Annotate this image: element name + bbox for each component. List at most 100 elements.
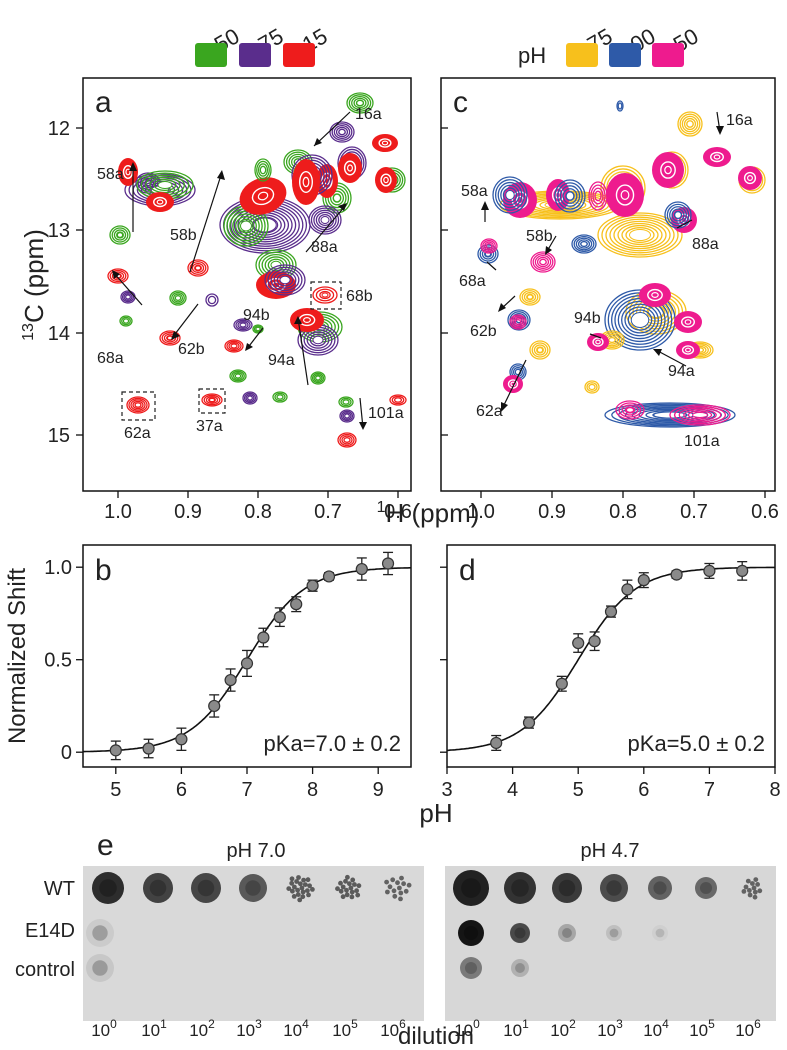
peak-a-red-5	[292, 159, 320, 205]
arrowhead-a-88a	[338, 203, 347, 211]
peak-a-58b-red-low	[187, 259, 209, 277]
plotD-point-5	[604, 605, 618, 618]
dilution-exponent: 1	[160, 1017, 167, 1031]
arrowhead-a-58a	[129, 162, 137, 171]
dilution-base: 10	[91, 1021, 110, 1040]
plotB-xtick-label-2: 7	[241, 779, 252, 801]
arrow-c-94b	[589, 333, 602, 339]
dilution-label-ph47-4: 104	[643, 1017, 669, 1040]
peak-c-101a-magenta	[669, 404, 731, 426]
peak-c-magenta-94	[639, 283, 671, 307]
plotB-xtick-label-1: 6	[176, 779, 187, 801]
dilution-label-ph47-2: 102	[550, 1017, 576, 1040]
plotD-xtick-label-4: 7	[704, 779, 715, 801]
arrow-c-68a	[486, 261, 497, 271]
label-c-68a: 68a	[459, 273, 486, 290]
xlabel-dilution: dilution	[398, 1023, 474, 1050]
panel-a-xtick-label-2: 0.9	[174, 501, 202, 523]
peak-a-62b-red	[159, 330, 181, 346]
label-a-68b: 68b	[346, 288, 373, 305]
legend-left: 5.50 6.75 9.15	[194, 23, 332, 67]
panel-e-letter: e	[97, 829, 114, 862]
dilution-label-ph47-0: 100	[454, 1017, 480, 1040]
label-c-58b: 58b	[526, 228, 553, 245]
label-c-88a: 88a	[692, 236, 719, 253]
arrow-a-62b	[171, 303, 199, 339]
label-a-94b: 94b	[243, 307, 270, 324]
arrowhead-c-58b	[545, 246, 552, 255]
dilution-base: 10	[380, 1021, 399, 1040]
spot-ph7-wt-6	[384, 875, 412, 902]
peak-a-62a-red	[126, 396, 150, 414]
panel-c-xtick-label-3: 0.8	[609, 501, 637, 523]
peak-a-green-lone	[229, 369, 247, 383]
panel-b-letter: b	[95, 554, 112, 587]
dilution-label-ph7-1: 101	[141, 1017, 167, 1040]
plotD-pka-annotation: pKa=5.0 ± 0.2	[628, 731, 765, 756]
svg-text:13C (ppm): 13C (ppm)	[19, 229, 49, 341]
dilution-base: 10	[735, 1021, 754, 1040]
label-a-94a: 94a	[268, 352, 295, 369]
arrowhead-a-94a	[294, 316, 302, 324]
arrowhead-a-62b	[171, 331, 180, 340]
dilution-exponent: 1	[522, 1017, 529, 1031]
label-c-94a: 94a	[668, 363, 695, 380]
nmr-ylabel-sup: 13	[20, 323, 37, 341]
peak-a-red-3	[338, 153, 362, 183]
peak-c-94b-magenta	[587, 333, 609, 351]
plotD-xtick-label-5: 8	[769, 779, 780, 801]
peak-c-magenta-mid	[588, 181, 608, 211]
arrow-a-16a	[313, 111, 351, 147]
peak-a-purple-68b	[264, 264, 306, 296]
peak-a-94b-purple	[233, 318, 253, 332]
peak-c-magenta-3	[652, 152, 684, 188]
label-c-101a: 101a	[684, 433, 720, 450]
peak-a-68a-purple	[120, 290, 136, 304]
label-c-62a: 62a	[476, 403, 503, 420]
panel-a-xtick-label-1: 1.0	[104, 501, 132, 523]
spot-ph47-wt-6	[741, 877, 763, 900]
label-a-37a: 37a	[196, 418, 223, 435]
plotB-point-1	[142, 742, 155, 755]
peak-a-red-94a	[290, 308, 324, 332]
plotD-xtick-label-3: 6	[638, 779, 649, 801]
spot-ph7-wt-4	[286, 875, 315, 903]
plotB-point-8	[290, 598, 303, 611]
box-a-37a	[198, 388, 226, 414]
panel-c-frame	[440, 77, 776, 492]
dilution-label-ph7-5: 105	[332, 1017, 358, 1040]
plotB-point-9	[306, 579, 319, 592]
peak-c-magenta-2	[738, 166, 762, 190]
peak-c-blue-58	[554, 179, 586, 213]
dilution-label-ph7-4: 104	[283, 1017, 309, 1040]
dilution-label-ph47-1: 101	[503, 1017, 529, 1040]
legend-right: pH 3.75 5.00 7.50	[518, 23, 703, 68]
plotD-xtick-label-2: 5	[573, 779, 584, 801]
peak-a-58b-red	[146, 192, 174, 212]
legend-right-label: pH	[518, 43, 546, 68]
spot-ph7-wt-5	[335, 874, 362, 900]
plotB-xtick-label-0: 5	[110, 779, 121, 801]
panel-c-xtick-label-5: 0.6	[751, 501, 779, 523]
spot-ph47-e14d-3	[606, 925, 622, 941]
dilution-base: 10	[503, 1021, 522, 1040]
spot-ph47-e14d-4	[652, 925, 668, 941]
panel-a-xtick-label-5: 0.6	[384, 501, 412, 523]
peak-c-62a-magenta	[503, 375, 523, 393]
spot-ph47-wt-2	[552, 873, 582, 903]
panel-a: a 12 13 14 15 1.0 0.9 0.8 0.7 0.6	[48, 77, 412, 523]
plotB-ytick-label-2: 1.0	[44, 557, 72, 579]
plate-spots	[86, 870, 763, 982]
legend-swatch-green	[195, 43, 227, 67]
peak-a-green-62b	[169, 290, 187, 306]
dilution-exponent: 0	[473, 1017, 480, 1031]
peak-a-purple-ring	[205, 293, 219, 307]
dilution-exponent: 6	[754, 1017, 761, 1031]
peak-a-37a-red	[201, 393, 223, 407]
dilution-label-ph47-6: 106	[735, 1017, 761, 1040]
plotB-point-7	[273, 611, 286, 624]
plotD-point-10	[736, 564, 749, 578]
plate-title-ph7: pH 7.0	[227, 840, 286, 862]
spot-ph47-e14d-2	[558, 924, 576, 942]
